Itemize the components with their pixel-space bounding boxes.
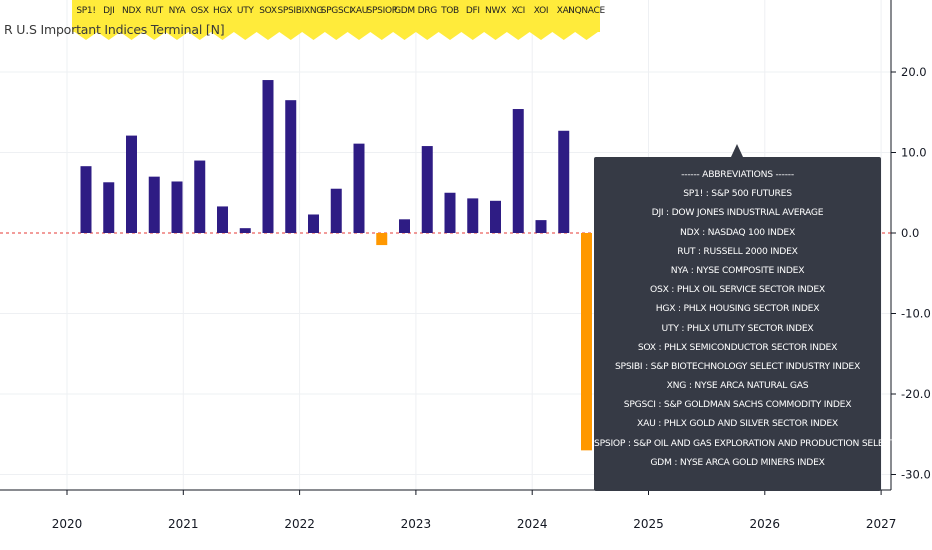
category-label-nqnace: NQNACE xyxy=(568,6,605,16)
bar-spsibi xyxy=(285,100,297,233)
bars xyxy=(80,80,592,451)
bar-rut xyxy=(148,176,160,233)
legend-row: GDM : NYSE ARCA GOLD MINERS INDEX xyxy=(650,456,825,468)
category-label-gdm: GDM xyxy=(394,6,415,16)
legend-row: SOX : PHLX SEMICONDUCTOR SECTOR INDEX xyxy=(637,341,838,353)
legend-row: RUT : RUSSELL 2000 INDEX xyxy=(677,245,798,257)
category-label-dfi: DFI xyxy=(465,6,480,16)
legend-row: XAU : PHLX GOLD AND SILVER SECTOR INDEX xyxy=(637,418,838,430)
category-label-osx: OSX xyxy=(190,6,209,16)
y-tick-label: 20.0 xyxy=(901,65,927,79)
bar-dfi xyxy=(467,198,479,233)
category-label-spsibi: SPSIBI xyxy=(277,6,305,16)
bar-dji xyxy=(103,182,115,233)
category-label-sp1!: SP1! xyxy=(76,6,96,16)
bar-drg xyxy=(421,146,433,233)
x-tick-label: 2027 xyxy=(866,517,897,531)
category-label-xng: XNG xyxy=(304,6,323,16)
category-label-xci: XCI xyxy=(511,6,526,16)
x-tick-label: 2026 xyxy=(750,517,781,531)
category-label-hgx: HGX xyxy=(212,6,233,16)
category-label-sox: SOX xyxy=(259,6,277,16)
category-label-spsiop: SPSIOP xyxy=(366,6,398,16)
legend-title: ------ ABBREVIATIONS ------ xyxy=(681,169,794,180)
bar-tob xyxy=(444,192,456,233)
legend-row: SPGSCI : S&P GOLDMAN SACHS COMMODITY IND… xyxy=(623,399,852,411)
bar-xoi xyxy=(535,220,547,233)
abbreviations-legend: ------ ABBREVIATIONS ------ SP1! : S&P 5… xyxy=(594,144,932,491)
legend-row: XNG : NYSE ARCA NATURAL GAS xyxy=(666,380,809,392)
x-axis-ticks: 2020 2021 2022 2023 2024 2025 2026 2027 xyxy=(52,490,897,531)
y-tick-label: 10.0 xyxy=(901,146,927,160)
category-label-xau: XAU xyxy=(349,6,369,16)
abbreviation-list: SP1! DJI NDX RUT NYA OSX HGX UTY SOX SPSIBI XNG SPG… xyxy=(72,0,605,38)
grid-lines xyxy=(0,0,891,490)
legend-row: NYA : NYSE COMPOSITE INDEX xyxy=(670,264,805,276)
category-label-tob: TOB xyxy=(441,6,459,16)
bar-xau xyxy=(353,143,365,233)
abbreviation-panel-background xyxy=(72,0,600,40)
bar-sp1! xyxy=(80,166,92,233)
bar-hgx xyxy=(217,206,228,233)
bar-nqnace xyxy=(581,233,592,451)
category-label-spgsci: SPGSCI xyxy=(320,6,352,16)
legend-row: SPSIBI : S&P BIOTECHNOLOGY SELECT INDUST… xyxy=(614,360,861,372)
y-tick-label: -30.0 xyxy=(901,468,931,482)
bar-uty xyxy=(239,228,251,233)
category-label-dji: DJI xyxy=(103,6,115,16)
category-label-uty: UTY xyxy=(236,6,254,16)
bar-ndx xyxy=(126,135,137,233)
chart-title: R U.S Important Indices Terminal [N] xyxy=(4,22,225,37)
legend-row: SPSIOP : S&P OIL AND GAS EXPLORATION AND… xyxy=(594,437,932,449)
y-axis-ticks: 20.0 10.0 0.0 -10.0 -20.0 -30.0 xyxy=(891,65,931,482)
category-label-drg: DRG xyxy=(417,6,438,16)
legend-row: OSX : PHLX OIL SERVICE SECTOR INDEX xyxy=(650,284,825,296)
x-tick-label: 2023 xyxy=(401,517,432,531)
x-tick-label: 2022 xyxy=(284,517,315,531)
x-tick-label: 2021 xyxy=(168,517,199,531)
category-label-nya: NYA xyxy=(168,6,186,16)
x-tick-label: 2024 xyxy=(517,517,548,531)
bar-xci xyxy=(512,109,524,233)
bar-nwx xyxy=(490,200,501,233)
bar-nya xyxy=(171,181,183,233)
abbreviation-panel xyxy=(72,0,600,40)
bar-gdm xyxy=(399,219,410,233)
category-label-ndx: NDX xyxy=(122,6,141,16)
category-label-nwx: NWX xyxy=(485,6,506,16)
legend-items: SP1! : S&P 500 FUTURES DJI : DOW JONES IN… xyxy=(594,184,932,472)
x-tick-label: 2025 xyxy=(633,517,664,531)
bar-xng xyxy=(308,214,319,233)
bar-spsiop xyxy=(376,233,388,246)
legend-pointer xyxy=(731,144,743,157)
category-label-rut: RUT xyxy=(145,6,164,16)
bar-spgsci xyxy=(330,188,342,233)
legend-row: NDX : NASDAQ 100 INDEX xyxy=(679,226,796,238)
y-tick-label: -20.0 xyxy=(901,387,931,401)
bar-xai xyxy=(558,130,570,233)
legend-row: HGX : PHLX HOUSING SECTOR INDEX xyxy=(655,303,820,315)
y-tick-label: 0.0 xyxy=(901,226,919,240)
category-label-xai: XAI xyxy=(556,6,571,16)
legend-row: DJI : DOW JONES INDUSTRIAL AVERAGE xyxy=(651,207,824,219)
legend-row: SP1! : S&P 500 FUTURES xyxy=(683,188,792,200)
category-label-xoi: XOI xyxy=(533,6,549,16)
y-tick-label: -10.0 xyxy=(901,307,931,321)
legend-row: UTY : PHLX UTILITY SECTOR INDEX xyxy=(661,322,814,334)
bar-sox xyxy=(262,80,274,233)
x-tick-label: 2020 xyxy=(52,517,83,531)
bar-osx xyxy=(194,160,206,233)
